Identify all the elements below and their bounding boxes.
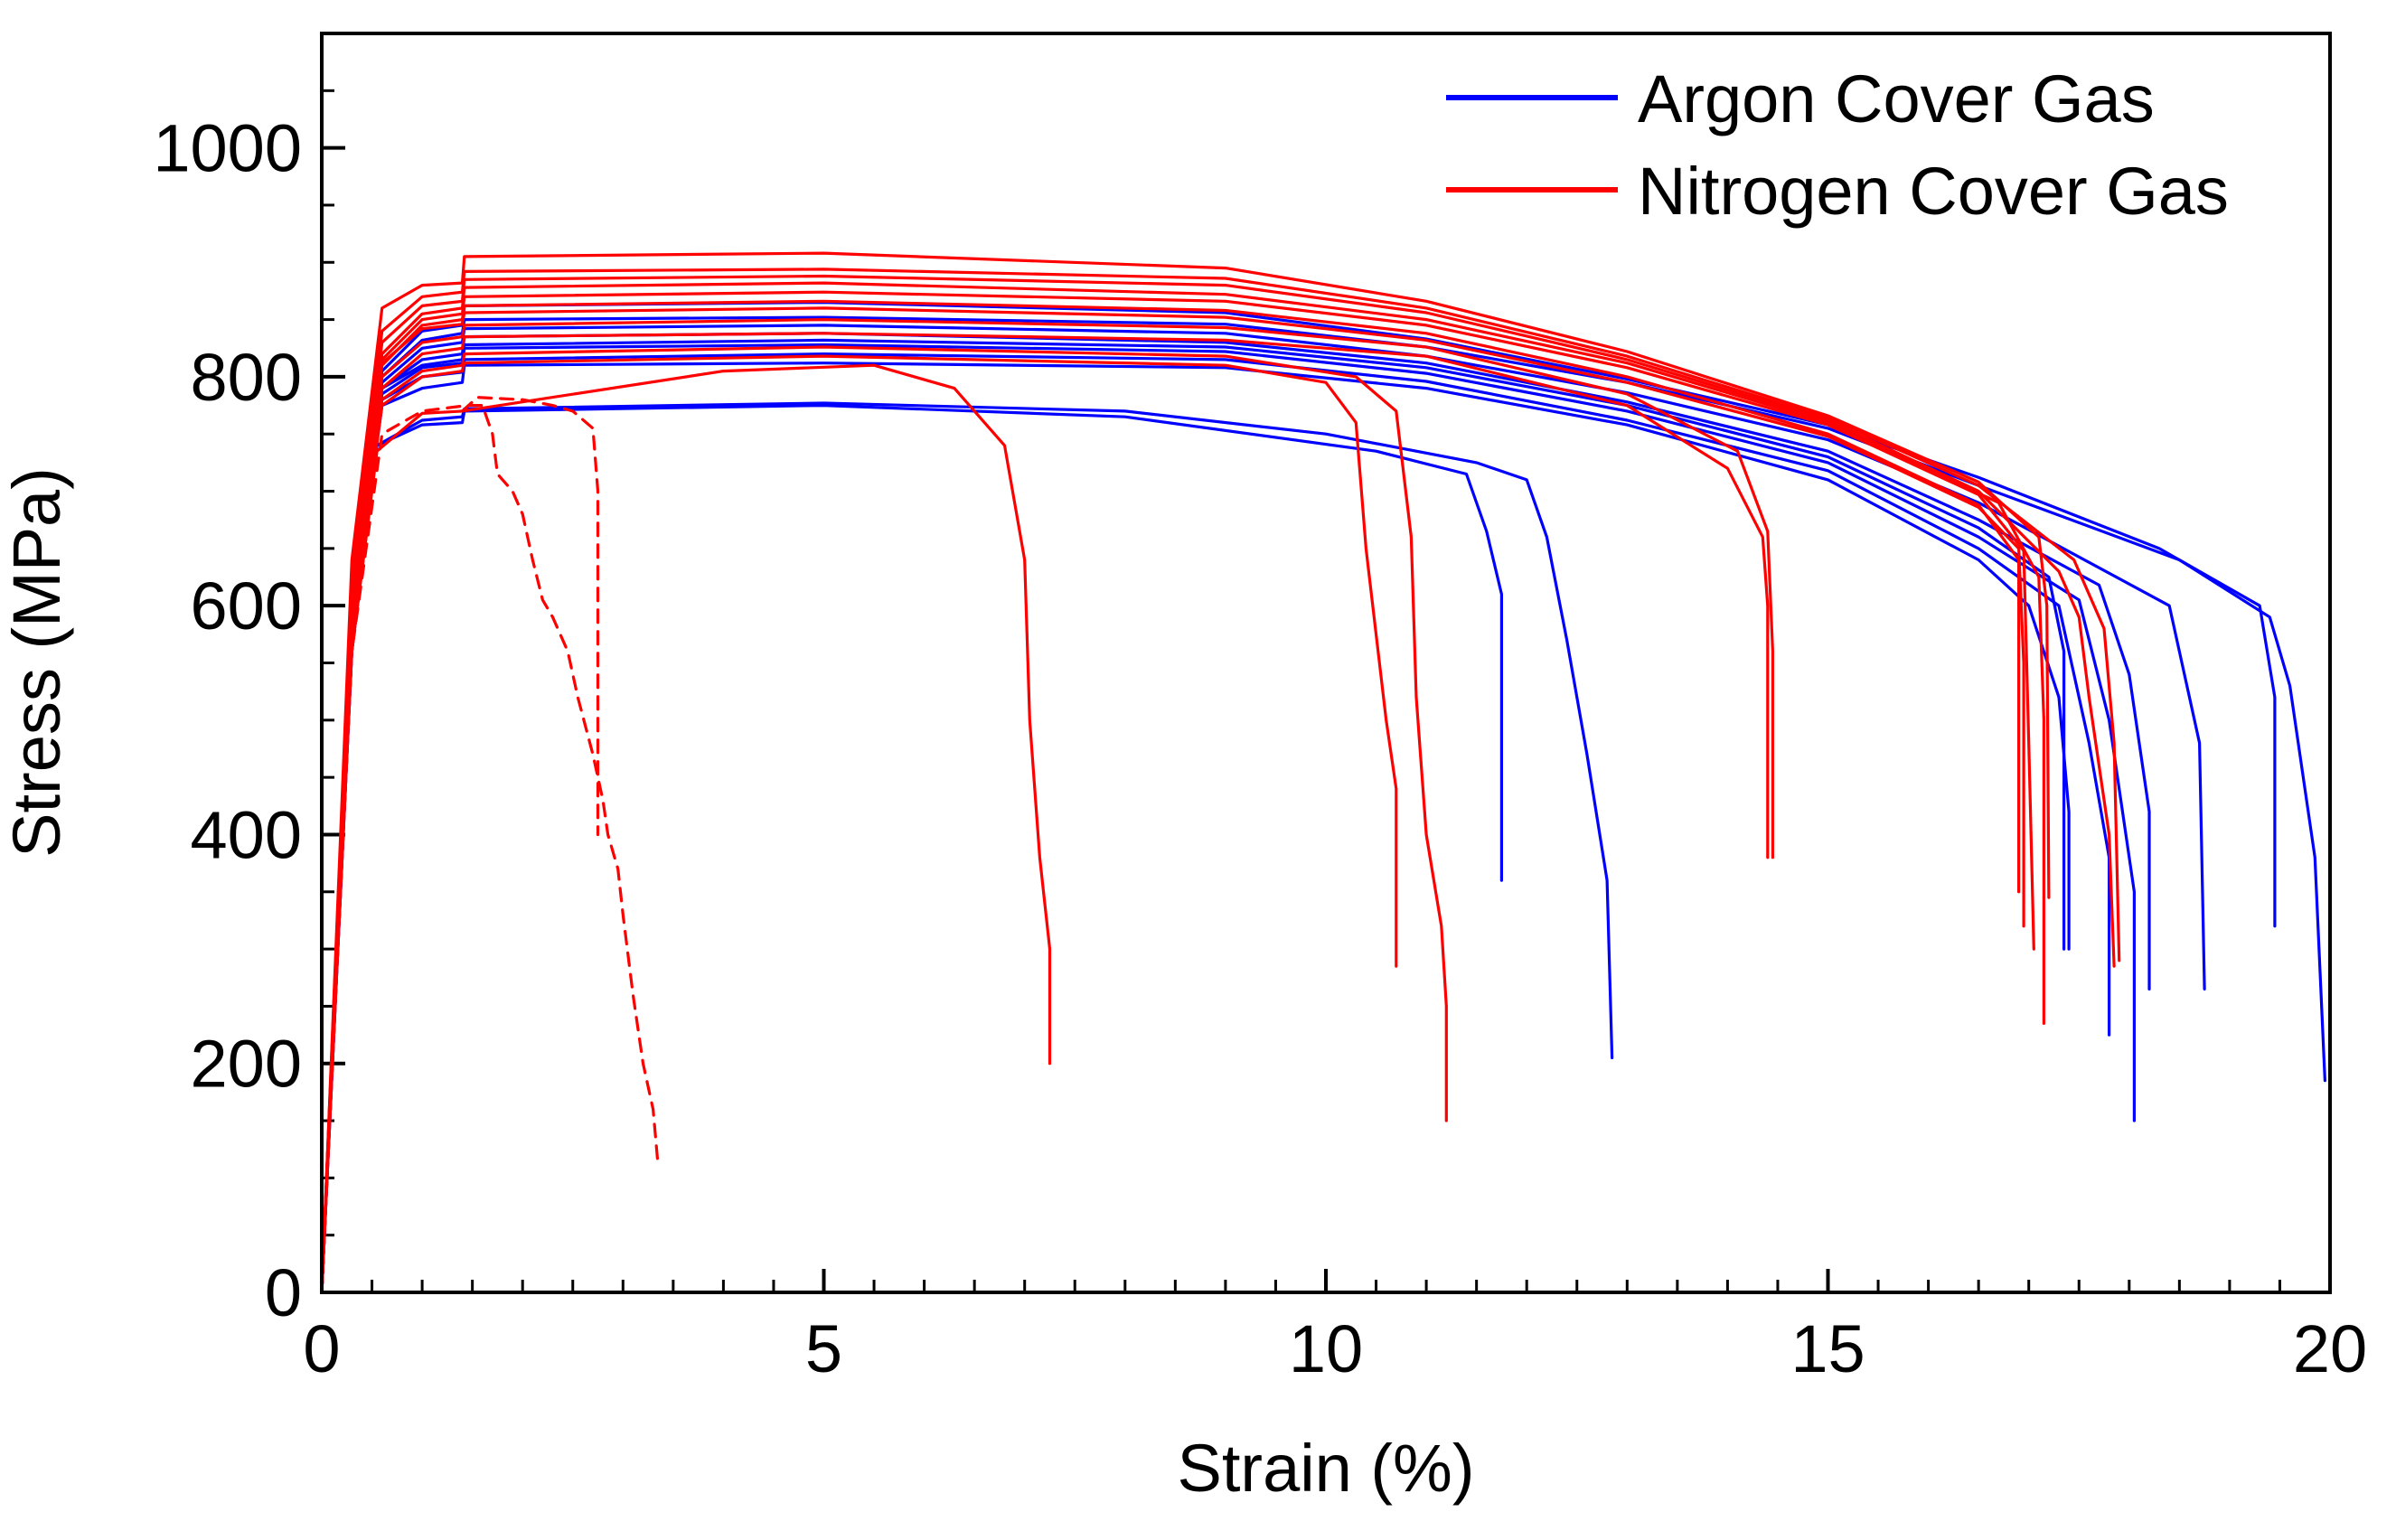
nitrogen-cover-gas-curve-8: [320, 281, 2045, 1294]
argon-cover-gas-curve-6: [320, 332, 2151, 1294]
y-tick-labels: 0 200 400 600 800 1000: [153, 111, 302, 1330]
nitrogen-cover-gas-curve-4: [320, 332, 1770, 1294]
legend-label-nitrogen: Nitrogen Cover Gas: [1638, 154, 2229, 229]
argon-cover-gas-curve-5: [320, 343, 2136, 1294]
nitrogen-cover-gas-curve-7: [320, 290, 2035, 1294]
legend: Argon Cover Gas Nitrogen Cover Gas: [1446, 61, 2229, 229]
argon-cover-gas-curve-9: [320, 301, 2277, 1294]
x-tick-label: 15: [1790, 1311, 1865, 1386]
x-tick-label: 5: [805, 1311, 842, 1386]
y-tick-label: 200: [191, 1027, 302, 1102]
y-tick-label: 800: [191, 340, 302, 415]
x-tick-labels: 0 5 10 15 20: [303, 1311, 2367, 1386]
nitrogen-cover-gas-curve-12: [320, 306, 2025, 1294]
argon-cover-gas-curve-7: [320, 324, 2206, 1294]
x-axis-title: Strain (%): [1178, 1431, 1475, 1506]
nitrogen-cover-gas-curve-2: [320, 354, 1398, 1294]
y-tick-label: 1000: [153, 111, 302, 186]
nitrogen-cover-gas-curve-5: [320, 318, 1774, 1294]
x-tick-label: 10: [1289, 1311, 1363, 1386]
nitrogen-cover-gas-curve-11: [320, 251, 2051, 1294]
nitrogen-cover-gas-curve-9: [320, 274, 2116, 1294]
nitrogen-cover-gas-dashed-curve-2: [460, 396, 600, 837]
x-tick-label: 0: [303, 1311, 340, 1386]
nitrogen-cover-gas-dashed-curve-1: [320, 404, 660, 1294]
argon-cover-gas-curve-3: [320, 362, 2071, 1294]
x-tick-label: 20: [2293, 1311, 2367, 1386]
legend-label-argon: Argon Cover Gas: [1638, 61, 2155, 136]
nitrogen-cover-gas-curve-1: [320, 363, 1052, 1294]
y-tick-label: 600: [191, 568, 302, 643]
argon-cover-gas-curve-4: [320, 352, 2111, 1294]
y-tick-label: 400: [191, 797, 302, 872]
plot-frame: [320, 32, 2332, 1294]
nitrogen-cover-gas-curve-3: [320, 345, 1448, 1294]
minor-ticks: [322, 32, 2281, 1292]
y-tick-label: 0: [265, 1255, 302, 1330]
plot-lines: [320, 251, 2326, 1294]
y-axis-title: Stress (MPa): [0, 467, 74, 858]
nitrogen-cover-gas-curve-10: [320, 268, 2121, 1294]
